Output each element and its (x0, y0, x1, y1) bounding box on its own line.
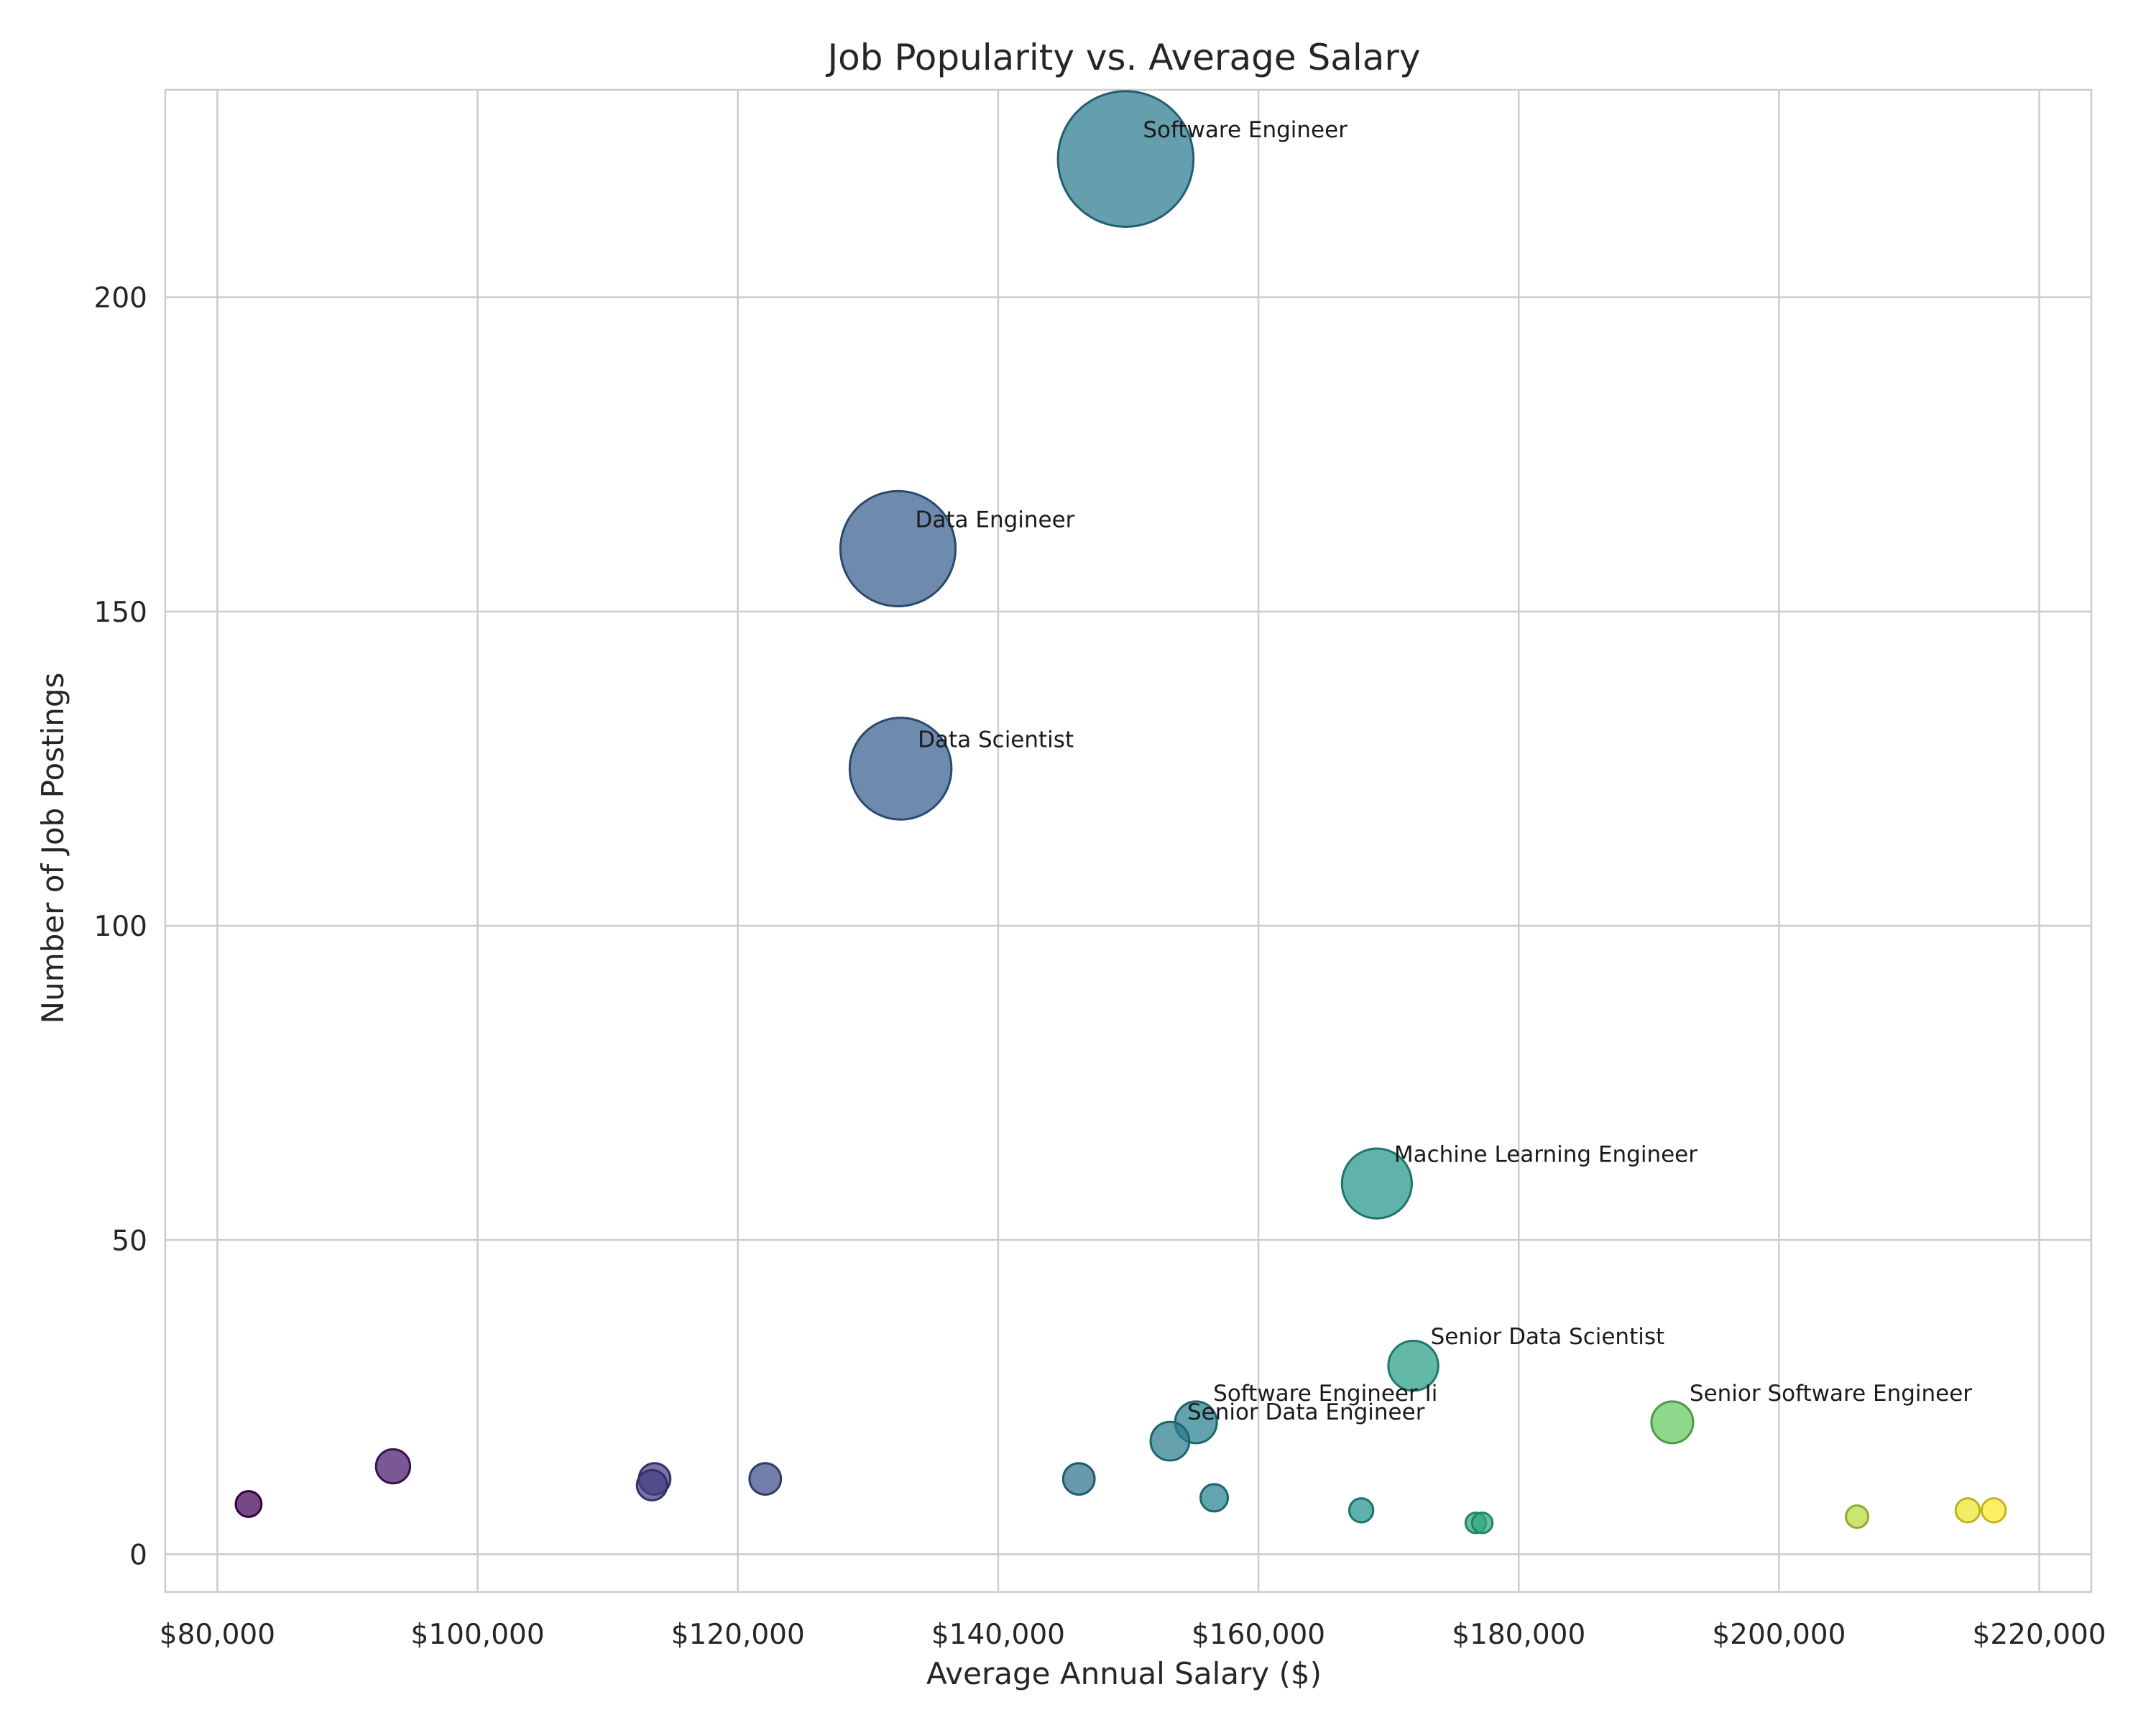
data-point (234, 1490, 263, 1518)
point-label: Software Engineer Ii (1213, 1381, 1437, 1407)
data-point (374, 1448, 412, 1485)
x-tick-label: $220,000 (1973, 1619, 2106, 1651)
y-tick-label: 150 (94, 597, 147, 629)
point-label: Senior Data Scientist (1431, 1324, 1665, 1350)
x-axis-ticks: $80,000 $100,000 $120,000 $140,000 $160,000 $… (160, 1619, 2106, 1651)
y-tick-label: 100 (94, 911, 147, 943)
point-label: Software Engineer (1143, 117, 1348, 143)
data-point (1845, 1504, 1870, 1530)
data-point (1061, 1462, 1096, 1496)
plot-frame (164, 88, 2093, 1593)
point-annotations: Data Engineer Data Scientist Software Engi… (915, 117, 1972, 1425)
data-point (1980, 1497, 2007, 1524)
point-label: Senior Data Engineer (1187, 1399, 1425, 1425)
x-tick-label: $180,000 (1452, 1619, 1585, 1651)
y-axis-ticks: 0 50 100 150 200 (94, 282, 147, 1572)
x-tick-label: $100,000 (411, 1619, 545, 1651)
data-point (1470, 1512, 1494, 1535)
point-label: Data Scientist (918, 727, 1074, 753)
point-label: Machine Learning Engineer (1394, 1142, 1697, 1168)
x-tick-label: $120,000 (671, 1619, 805, 1651)
y-tick-label: 50 (111, 1225, 147, 1257)
data-point (1348, 1497, 1375, 1524)
x-tick-label: $80,000 (160, 1619, 275, 1651)
data-point (748, 1462, 783, 1496)
x-axis-label: Average Annual Salary ($) (926, 1656, 1322, 1691)
data-point (1387, 1339, 1439, 1392)
data-point (848, 717, 953, 821)
y-tick-label: 200 (94, 282, 147, 315)
data-point (1650, 1400, 1695, 1445)
data-point (635, 1468, 668, 1501)
data-point (1340, 1147, 1413, 1220)
gridlines (165, 90, 2091, 1592)
data-point (1149, 1420, 1191, 1462)
chart-title: Job Popularity vs. Average Salary (825, 37, 1420, 78)
x-tick-label: $160,000 (1192, 1619, 1325, 1651)
data-point (1199, 1483, 1230, 1513)
y-tick-label: 0 (129, 1540, 147, 1572)
y-axis-label: Number of Job Postings (35, 673, 70, 1024)
point-label: Senior Software Engineer (1690, 1381, 1972, 1407)
data-point (1954, 1497, 1981, 1524)
data-point (839, 489, 957, 607)
point-label: Data Engineer (915, 507, 1074, 533)
data-points (234, 90, 2007, 1535)
x-tick-label: $140,000 (931, 1619, 1065, 1651)
data-point (1056, 90, 1195, 228)
x-tick-label: $200,000 (1712, 1619, 1846, 1651)
